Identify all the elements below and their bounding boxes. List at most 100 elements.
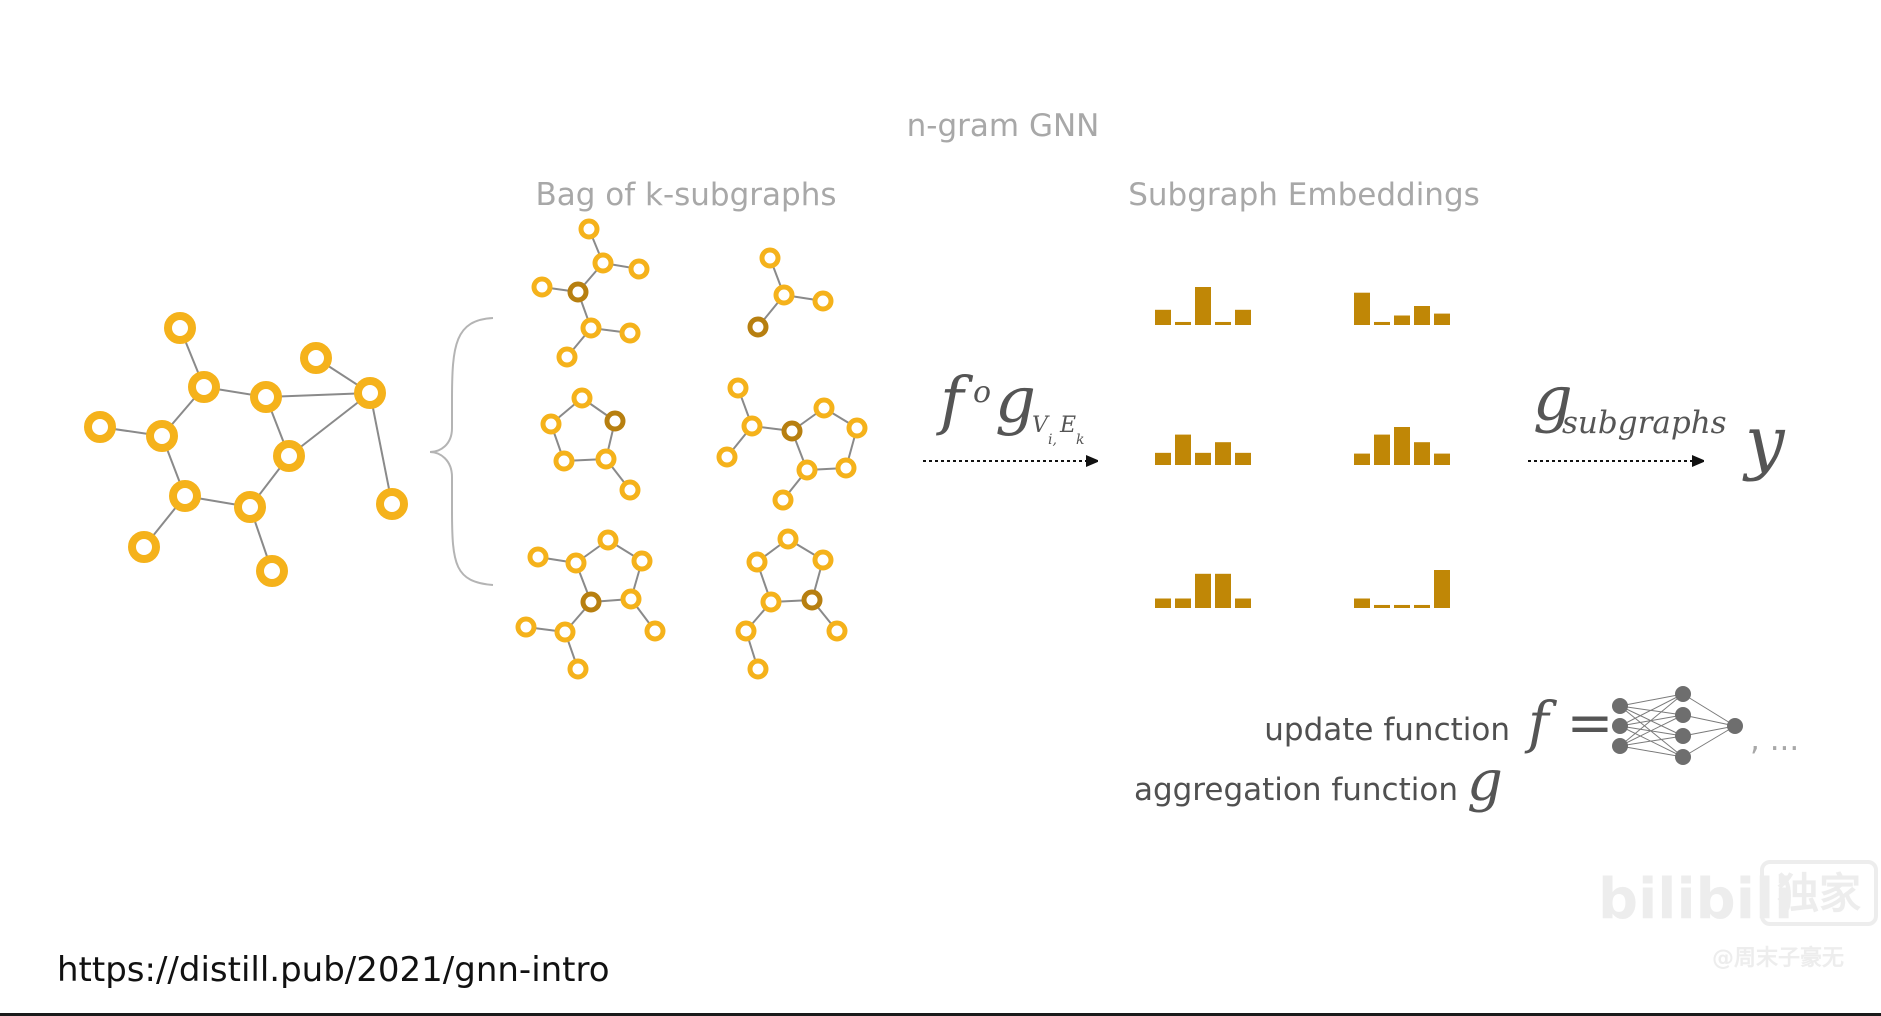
graph-node [628,258,650,280]
embedding-bar [1235,598,1251,608]
graph-edge [265,392,371,398]
compose-f: f [936,364,974,438]
graph-node [531,276,553,298]
embedding-bar [1215,442,1231,465]
graph-edge [369,392,393,505]
graph-node [578,218,600,240]
source-url[interactable]: https://distill.pub/2021/gnn-intro [57,950,610,990]
mlp-neuron [1675,686,1691,702]
embedding-bar [1374,434,1390,465]
graph-node [128,531,160,563]
graph-node [773,284,795,306]
embedding-bar [1374,321,1390,325]
mlp-neuron [1675,749,1691,765]
embedding-5 [1155,573,1251,608]
ellipsis: , ... [1750,722,1799,758]
graph-node [796,459,818,481]
embedding-bar [1414,306,1430,325]
embedding-4 [1354,427,1450,465]
compose-sub-i: i, [1048,432,1057,448]
graph-node [812,290,834,312]
embedding-bar [1235,309,1251,325]
update-function-symbol: f = [1524,691,1613,756]
embedding-bar [1394,604,1410,608]
embedding-bar [1175,434,1191,465]
subgraph-3 [540,387,641,501]
graph-node [846,417,868,439]
graph-node [146,420,178,452]
aggregate-g: g [1533,362,1573,435]
graph-node [813,397,835,419]
graph-node-center [801,589,823,611]
embedding-2 [1354,292,1450,325]
graph-node [300,342,332,374]
embedding-bar [1215,321,1231,325]
output-y: y [1742,401,1786,483]
compose-sub-v: V [1032,413,1050,438]
embedding-3 [1155,434,1251,465]
graph-node [554,621,576,643]
graph-node-center [567,281,589,303]
graph-node [727,377,749,399]
watermark-credit: @周末子豪无 [1712,945,1844,971]
embedding-bar [1374,604,1390,608]
watermark-tag-box [1760,860,1878,926]
mlp-connection [1619,693,1684,727]
mlp-network-icon [1612,686,1743,765]
graph-edge [288,392,371,457]
bag-of-subgraphs-label: Bag of k-subgraphs [535,177,836,213]
subgraph-2 [747,247,834,338]
graph-node [376,488,408,520]
graph-node [250,381,282,413]
subgraph-4 [716,377,868,511]
embedding-histograms [1155,287,1450,608]
curly-brace [429,317,494,586]
graph-node [84,411,116,443]
graph-node [716,446,738,468]
graph-node [571,387,593,409]
aggregation-function-label: aggregation function [1134,772,1458,808]
diagram-title: n-gram GNN [907,108,1100,144]
embedding-bar [1354,453,1370,465]
graph-node [565,552,587,574]
graph-node [746,551,768,573]
graph-node [812,549,834,571]
embedding-bar [1155,309,1171,325]
embedding-bar [1414,442,1430,465]
embedding-bar [1434,453,1450,465]
embedding-bar [1215,573,1231,608]
aggregation-function-symbol: g [1467,749,1503,814]
embedding-1 [1155,287,1251,325]
graph-node [540,413,562,435]
mlp-connection [1682,725,1736,737]
graph-node [234,491,266,523]
subgraph-6 [735,528,848,680]
graph-node [580,317,602,339]
embedding-bar [1195,452,1211,465]
graph-node [644,620,666,642]
graph-node [777,528,799,550]
graph-node [772,489,794,511]
aggregate-function: g subgraphs [1533,362,1727,441]
embedding-bar [1175,598,1191,608]
graph-node [256,555,288,587]
compose-sub-e: E [1059,413,1076,438]
bottom-border [0,1013,1881,1016]
mlp-neuron [1612,698,1628,714]
graph-node [759,247,781,269]
graph-node [595,448,617,470]
aggregate-sub: subgraphs [1562,405,1727,441]
mlp-connection [1682,693,1736,727]
graph-node [619,479,641,501]
subgraph-bag [515,218,868,680]
graph-node [515,616,537,638]
graph-node-center [604,410,626,432]
graph-node [620,588,642,610]
watermark-tag: 独家 [1777,869,1861,918]
compose-circ: o [973,375,991,410]
compose-sub-k: k [1076,432,1084,448]
mlp-neuron [1727,718,1743,734]
graph-node [735,620,757,642]
graph-node [188,371,220,403]
